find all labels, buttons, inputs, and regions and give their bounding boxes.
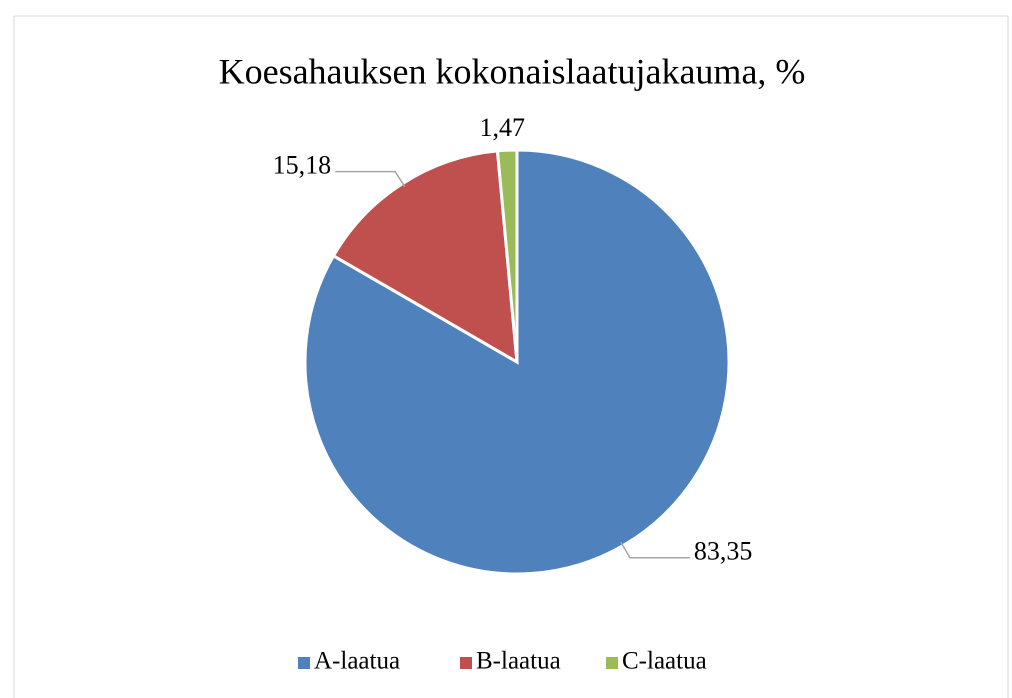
legend-label: B-laatua — [476, 648, 561, 675]
legend-marker — [606, 657, 618, 669]
legend-label: C-laatua — [622, 648, 707, 675]
pie-slice — [495, 148, 519, 363]
legend-marker — [460, 657, 472, 669]
leader-line — [335, 170, 406, 188]
legend-label: A-laatua — [314, 648, 400, 675]
legend-marker — [298, 657, 310, 669]
data-label: 15,18 — [273, 151, 332, 180]
data-label: 83,35 — [694, 537, 753, 566]
leader-line — [620, 541, 690, 559]
data-label: 1,47 — [480, 113, 526, 142]
chart-title: Koesahauksen kokonaislaatujakauma, % — [219, 51, 806, 91]
